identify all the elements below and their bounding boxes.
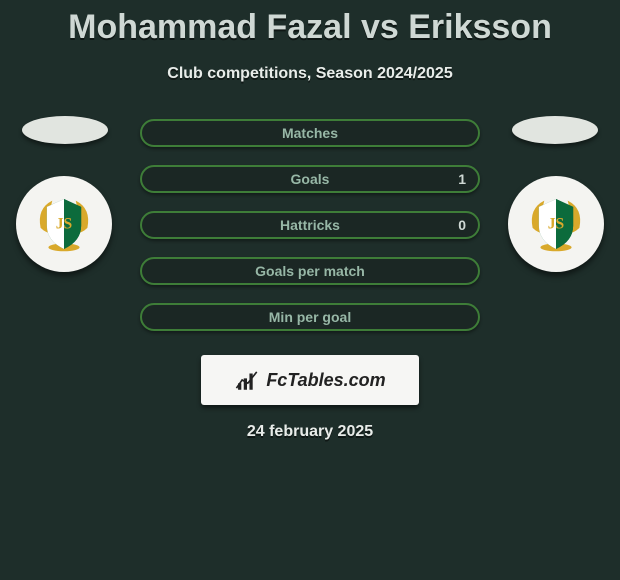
club-crest-icon: JS — [517, 185, 595, 263]
date-text: 24 february 2025 — [0, 423, 620, 441]
stat-row-goals: Goals 1 — [140, 165, 480, 193]
stat-row-min-per-goal: Min per goal — [140, 303, 480, 331]
stat-label: Goals — [142, 171, 478, 187]
club-badge-left: JS — [16, 176, 112, 272]
svg-text:JS: JS — [548, 216, 565, 233]
brand-text: FcTables.com — [266, 370, 385, 391]
stat-row-hattricks: Hattricks 0 — [140, 211, 480, 239]
brand-badge: FcTables.com — [201, 355, 419, 405]
stat-label: Matches — [142, 125, 478, 141]
stat-row-matches: Matches — [140, 119, 480, 147]
club-crest-icon: JS — [25, 185, 103, 263]
stat-value-right: 0 — [458, 217, 466, 233]
club-badge-right: JS — [508, 176, 604, 272]
bar-chart-icon — [234, 367, 260, 393]
stat-value-right: 1 — [458, 171, 466, 187]
subtitle: Club competitions, Season 2024/2025 — [0, 65, 620, 83]
stat-label: Min per goal — [142, 309, 478, 325]
player-photo-left-placeholder — [22, 116, 108, 144]
stat-label: Hattricks — [142, 217, 478, 233]
svg-text:JS: JS — [56, 216, 73, 233]
stat-row-goals-per-match: Goals per match — [140, 257, 480, 285]
player-photo-right-placeholder — [512, 116, 598, 144]
stat-label: Goals per match — [142, 263, 478, 279]
page-title: Mohammad Fazal vs Eriksson — [0, 8, 620, 47]
